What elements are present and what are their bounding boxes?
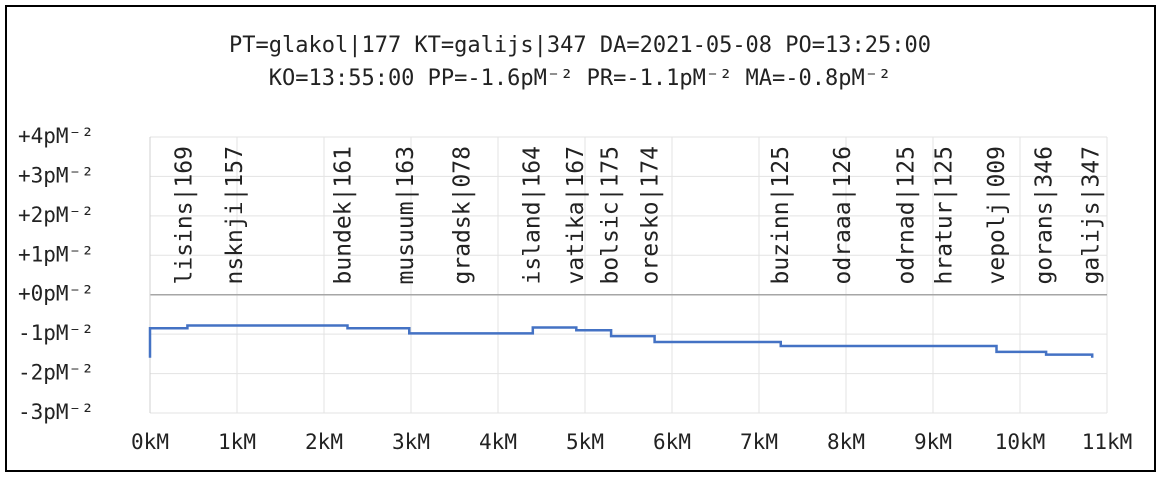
y-tick-label: +1pM⁻² — [18, 242, 94, 266]
station-label: vepolj|009 — [984, 146, 1010, 284]
station-label: bolsic|175 — [598, 146, 624, 284]
station-label: galijs|347 — [1079, 146, 1105, 284]
x-tick-label: 1kM — [218, 430, 256, 454]
station-label: odrnad|125 — [893, 146, 919, 284]
station-label: musuum|163 — [393, 146, 419, 284]
y-tick-label: -2pM⁻² — [18, 361, 94, 385]
x-tick-label: 11kM — [1082, 430, 1133, 454]
x-tick-label: 8kM — [827, 430, 865, 454]
x-tick-label: 6kM — [653, 430, 691, 454]
chart-title: KO=13:55:00 PP=-1.6pM⁻² PR=-1.1pM⁻² MA=-… — [269, 66, 892, 91]
station-label: island|164 — [519, 146, 545, 284]
y-tick-label: +0pM⁻² — [18, 282, 94, 306]
x-tick-label: 4kM — [479, 430, 517, 454]
x-tick-label: 5kM — [566, 430, 604, 454]
station-label: buzinn|125 — [768, 146, 794, 284]
frame — [5, 5, 1156, 472]
data-line — [148, 324, 1094, 358]
station-label: gradsk|078 — [450, 146, 476, 284]
y-tick-label: -3pM⁻² — [18, 400, 94, 424]
x-tick-label: 7kM — [740, 430, 778, 454]
station-label: vatika|167 — [563, 146, 589, 284]
station-label: hratur|125 — [932, 146, 958, 284]
chart-title: PT=glakol|177 KT=galijs|347 DA=2021-05-0… — [229, 33, 931, 58]
y-tick-label: +4pM⁻² — [18, 124, 94, 148]
station-label: lisins|169 — [171, 146, 197, 284]
station-label: bundek|161 — [331, 146, 357, 284]
y-tick-label: +2pM⁻² — [18, 203, 94, 227]
y-tick-label: +3pM⁻² — [18, 163, 94, 187]
station-label: odraaa|126 — [830, 146, 856, 284]
x-tick-label: 3kM — [392, 430, 430, 454]
station-label: nsknji|157 — [222, 146, 248, 284]
x-tick-label: 2kM — [305, 430, 343, 454]
x-tick-label: 9kM — [914, 430, 952, 454]
x-tick-label: 0kM — [131, 430, 169, 454]
y-tick-label: -1pM⁻² — [18, 321, 94, 345]
station-label: oresko|174 — [638, 146, 664, 284]
x-tick-label: 10kM — [995, 430, 1046, 454]
station-label: gorans|346 — [1032, 146, 1058, 284]
